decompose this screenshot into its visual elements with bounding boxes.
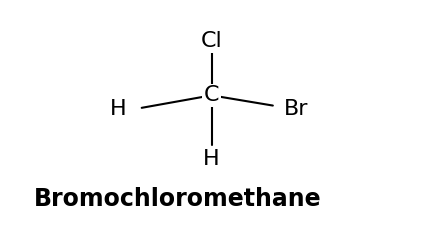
Text: H: H [110,99,127,119]
Text: Cl: Cl [201,31,222,51]
Text: Br: Br [284,99,308,119]
Text: C: C [204,85,219,105]
Text: H: H [203,149,220,169]
Text: Bromochloromethane: Bromochloromethane [34,187,321,211]
